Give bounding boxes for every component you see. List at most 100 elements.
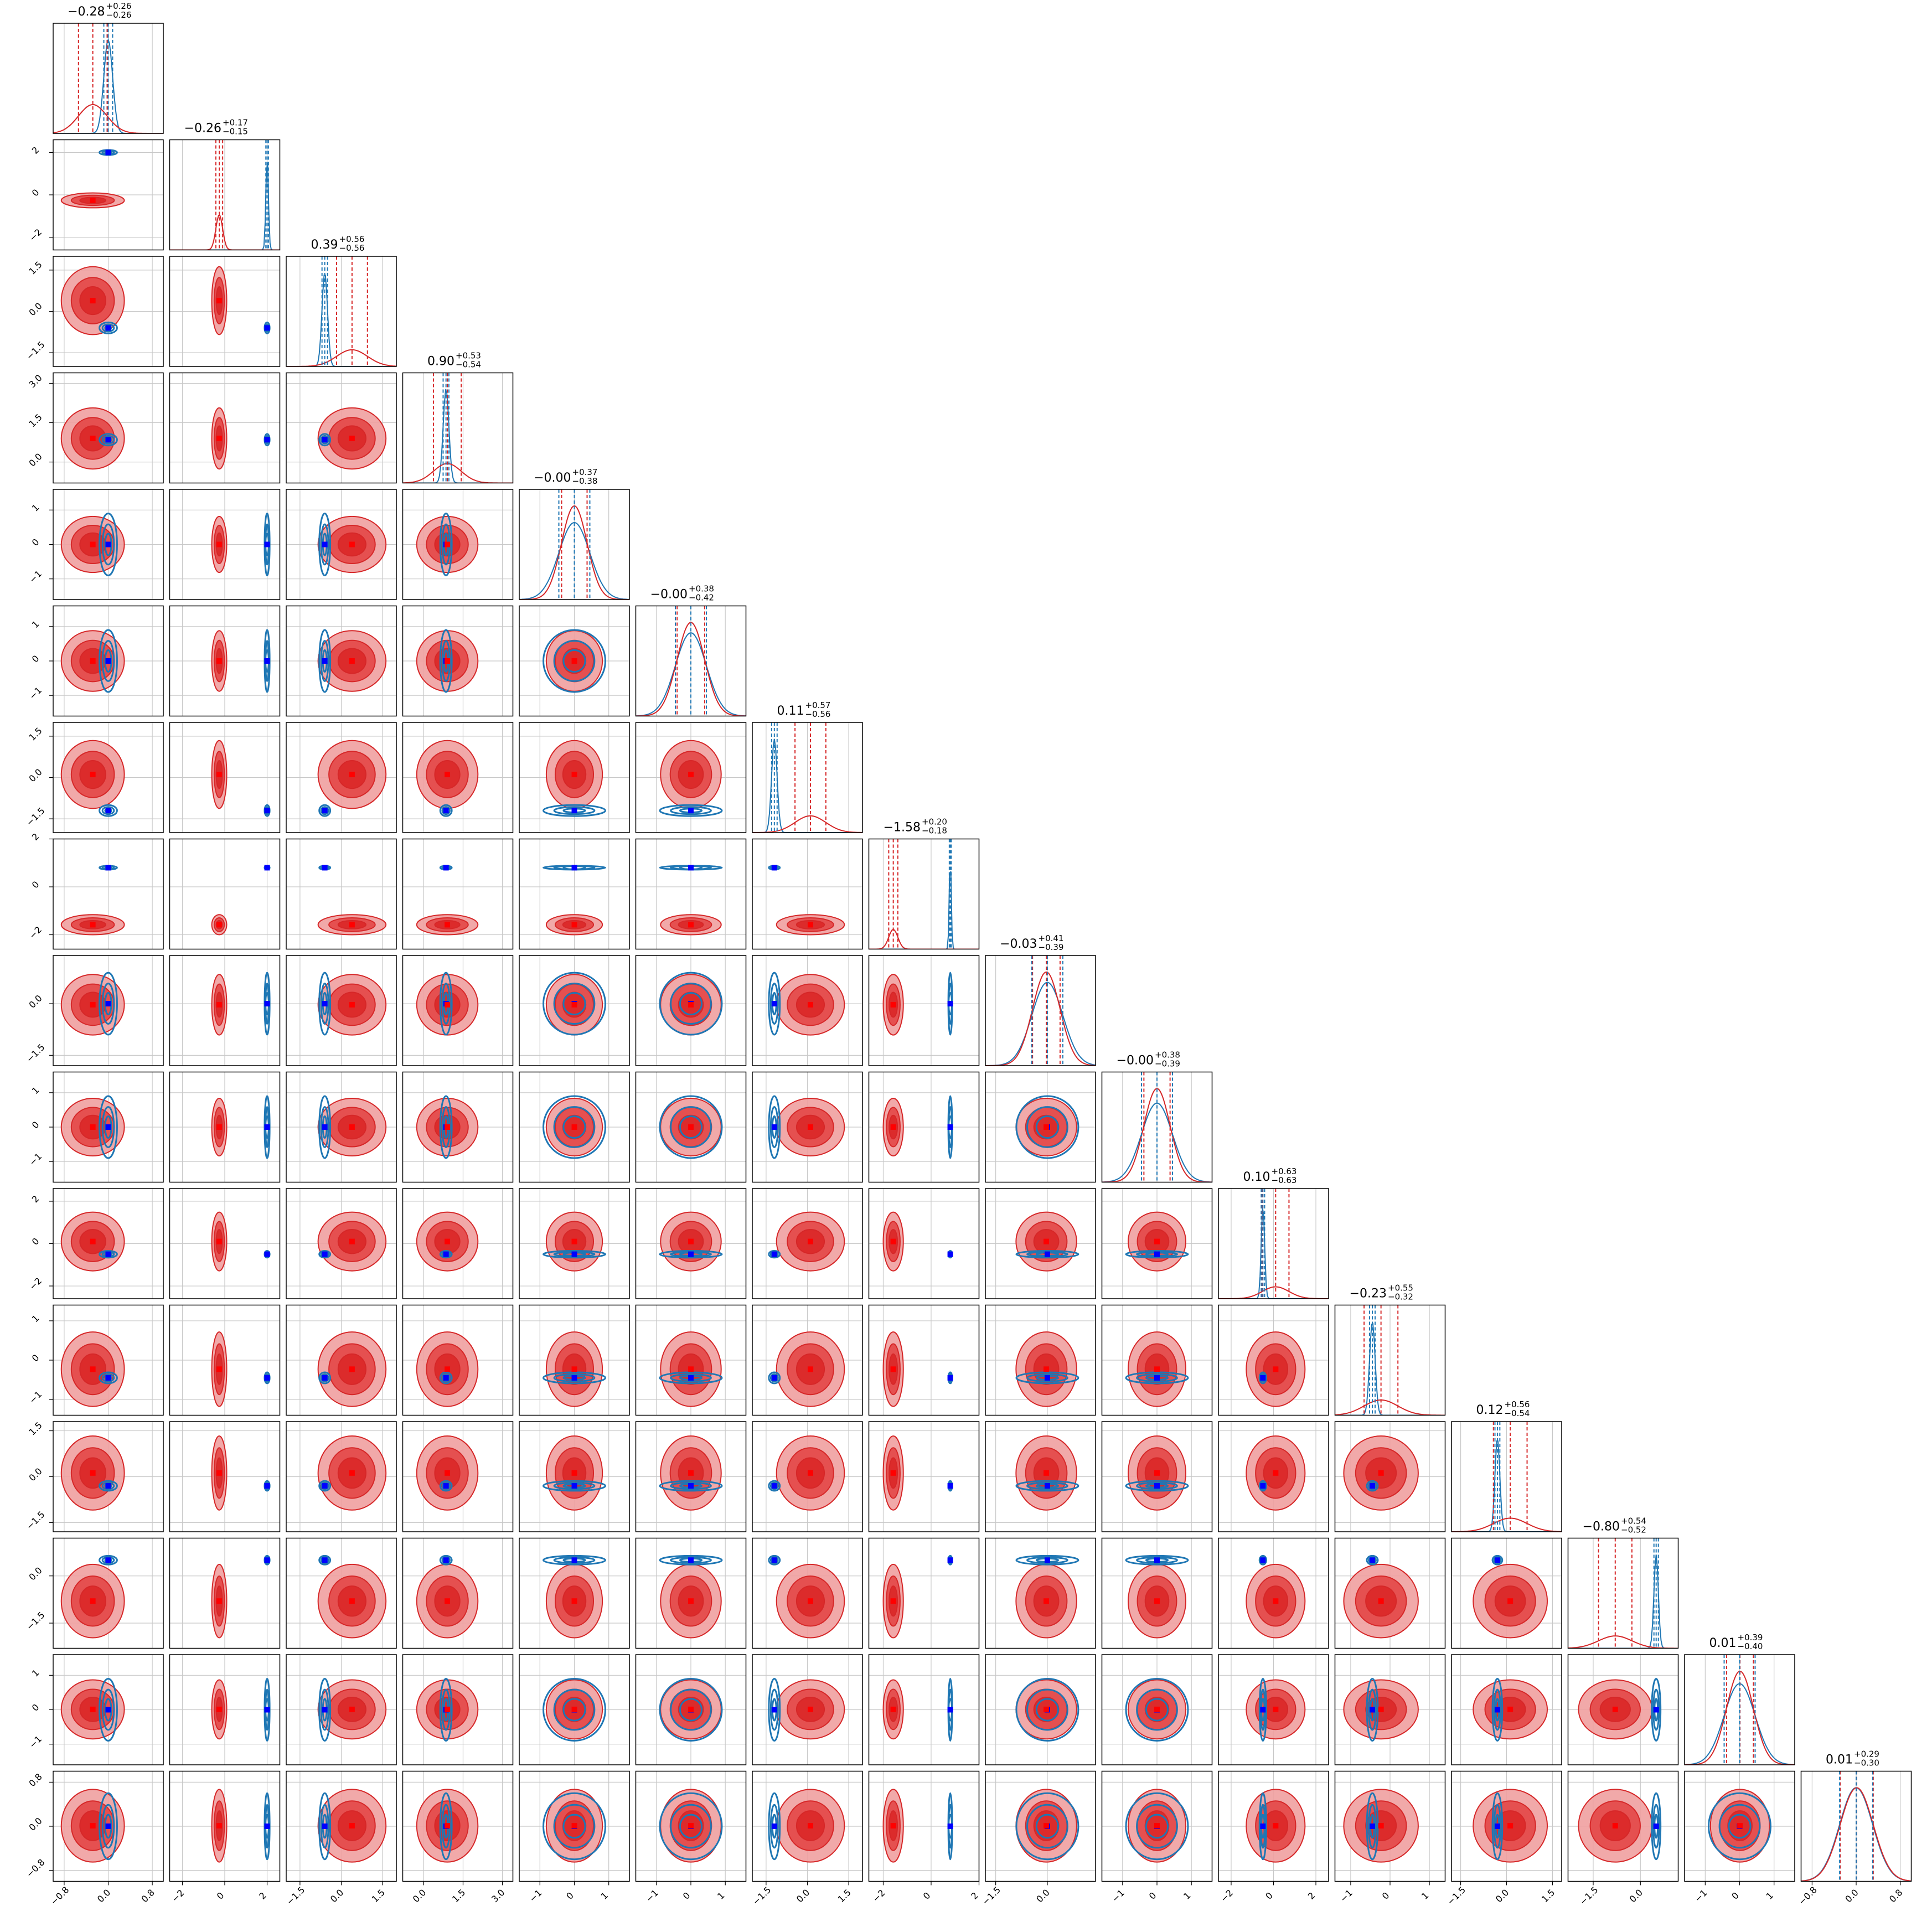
truth-marker xyxy=(1260,1707,1266,1713)
blue-contour xyxy=(1125,1371,1189,1385)
truth-marker xyxy=(571,808,577,814)
panel-7-5 xyxy=(635,838,747,950)
blue-contour xyxy=(318,629,332,693)
blue-contour xyxy=(439,804,453,817)
panel-3-0: 0.0 1.5 3.0 xyxy=(27,372,164,484)
panel-frame xyxy=(286,1188,397,1299)
panel-frame xyxy=(169,838,281,950)
histogram-blue xyxy=(402,388,513,483)
panel-15-2: −1.5 0.0 1.5 xyxy=(285,1770,397,1907)
y-tick-label: 1 xyxy=(30,1313,42,1325)
panel-frame xyxy=(1334,1304,1446,1416)
y-tick-label: −1 xyxy=(27,685,44,701)
blue-contour xyxy=(1708,1792,1771,1861)
blue-contour xyxy=(1728,1814,1752,1839)
red-marker xyxy=(1507,1706,1513,1712)
truth-marker xyxy=(771,1557,777,1563)
panel-frame xyxy=(1334,1537,1446,1649)
y-tick-label: 2 xyxy=(30,1194,42,1205)
panel-9-7 xyxy=(868,1071,980,1183)
panel-content xyxy=(519,722,629,833)
panel-content xyxy=(53,489,163,600)
truth-marker xyxy=(771,1001,777,1007)
truth-marker xyxy=(105,658,111,664)
x-tick-label: −1.5 xyxy=(1445,1884,1468,1907)
red-marker xyxy=(1507,1598,1513,1604)
panel-9-0: −1 0 1 xyxy=(27,1071,164,1183)
panel-content xyxy=(519,606,629,716)
red-marker xyxy=(807,1470,813,1476)
red-marker xyxy=(90,541,96,547)
panel-10-2 xyxy=(286,1188,397,1299)
truth-marker xyxy=(322,1251,328,1257)
panel-frame xyxy=(635,1537,747,1649)
panel-14-5 xyxy=(635,1654,747,1765)
y-tick-label: 0 xyxy=(30,1352,42,1364)
panel-content xyxy=(53,373,163,483)
y-tick-label: −2 xyxy=(27,924,44,941)
panel-content xyxy=(519,1655,629,1765)
panel-frame xyxy=(752,722,863,833)
red-marker xyxy=(688,922,694,928)
x-tick-label: 2 xyxy=(257,1890,268,1902)
truth-marker xyxy=(322,541,328,547)
panel-10-4 xyxy=(519,1188,630,1299)
panel-title: 0.01 +0.39−0.40 xyxy=(1709,1633,1763,1651)
panel-frame xyxy=(169,139,281,251)
panel-content xyxy=(169,1771,280,1882)
panel-content xyxy=(636,1305,746,1416)
panel-13-8 xyxy=(985,1537,1096,1649)
x-tick-label: 2 xyxy=(1306,1890,1318,1902)
x-tick-label: 1.5 xyxy=(836,1887,853,1904)
title-median: 0.01 xyxy=(1826,1753,1853,1767)
panel-content xyxy=(752,839,862,949)
blue-contour xyxy=(320,806,329,815)
panel-frame xyxy=(169,1188,281,1299)
blue-contour xyxy=(1651,1792,1662,1861)
panel-frame xyxy=(519,838,630,950)
panel-12-5 xyxy=(635,1421,747,1532)
red-marker xyxy=(445,541,451,547)
truth-marker xyxy=(771,1375,777,1381)
panel-content xyxy=(1335,1305,1445,1416)
red-marker xyxy=(807,1001,813,1008)
blue-contour xyxy=(99,433,118,447)
panel-10-5 xyxy=(635,1188,747,1299)
red-marker xyxy=(890,1238,896,1244)
blue-contour xyxy=(104,1115,112,1139)
panel-14-1 xyxy=(169,1654,281,1765)
blue-contour xyxy=(1258,1480,1267,1492)
panel-frame xyxy=(635,1421,747,1532)
red-marker xyxy=(1378,1823,1384,1829)
truth-marker xyxy=(264,437,270,443)
panel-frame xyxy=(1101,1304,1213,1416)
truth-marker xyxy=(443,1557,449,1563)
panel-content xyxy=(402,955,513,1066)
blue-contour xyxy=(670,983,712,1025)
title-median: −0.00 xyxy=(650,588,688,602)
blue-contour xyxy=(1125,1678,1189,1742)
blue-contour xyxy=(1258,1678,1267,1742)
y-tick-label: 1.5 xyxy=(27,1420,44,1437)
blue-contour xyxy=(99,1095,118,1159)
truth-marker xyxy=(264,1124,270,1130)
panel-content xyxy=(402,1771,513,1882)
panel-content xyxy=(636,1655,746,1765)
panel-content xyxy=(869,1072,979,1182)
red-marker xyxy=(349,1238,355,1244)
y-tick-label: 0 xyxy=(30,1119,42,1131)
truth-marker xyxy=(1044,1483,1050,1489)
panel-frame xyxy=(1101,1188,1213,1299)
panel-content xyxy=(402,722,513,833)
red-marker xyxy=(1044,1366,1050,1372)
blue-contour xyxy=(1652,1688,1660,1731)
red-marker xyxy=(90,922,96,928)
blue-contour xyxy=(99,1554,118,1566)
panel-title: −0.00 +0.38−0.39 xyxy=(1117,1050,1180,1069)
blue-contour xyxy=(99,1678,118,1742)
truth-marker xyxy=(322,1707,328,1713)
panel-8-7 xyxy=(868,955,980,1066)
red-marker xyxy=(349,658,355,664)
title-lower: −0.39 xyxy=(1039,942,1064,952)
panel-15-11: −1 0 1 xyxy=(1334,1770,1446,1904)
